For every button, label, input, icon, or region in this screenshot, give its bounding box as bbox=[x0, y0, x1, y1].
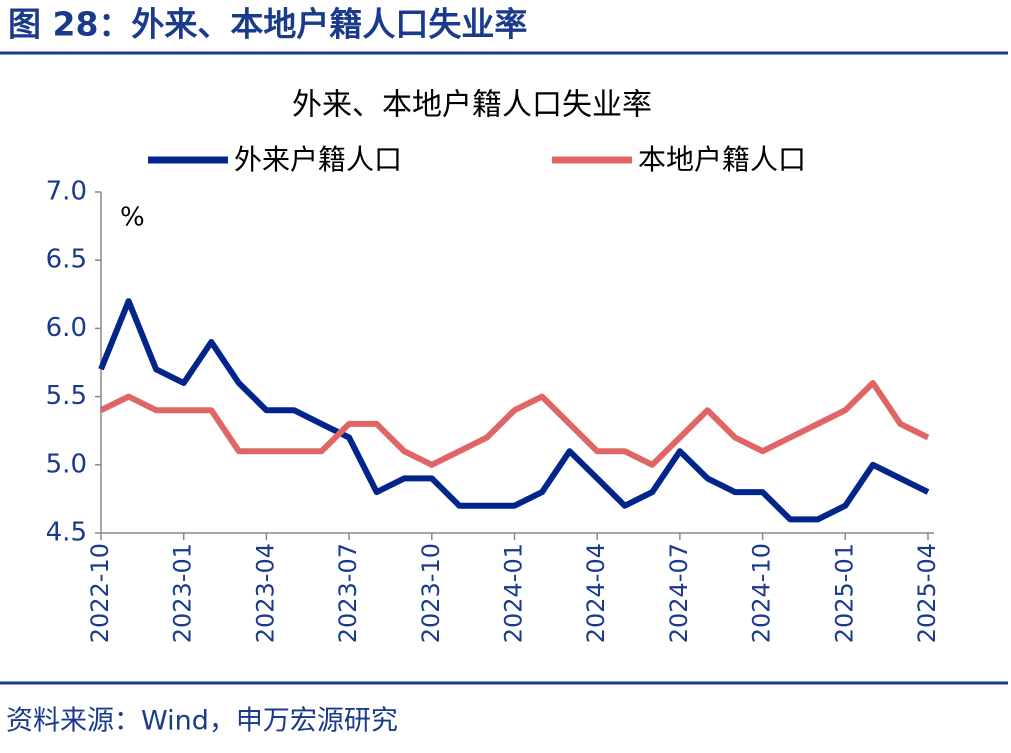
unit-annotation: % bbox=[120, 203, 145, 233]
y-tick-label: 6.0 bbox=[46, 313, 87, 343]
y-tick-label: 5.5 bbox=[46, 381, 87, 411]
chart-title: 外来、本地户籍人口失业率 bbox=[292, 88, 652, 123]
series-line bbox=[98, 298, 930, 523]
x-tick-label: 2023-04 bbox=[251, 543, 279, 643]
x-tick-label: 2025-01 bbox=[830, 543, 858, 643]
source: 资料来源：Wind，申万宏源研究 bbox=[6, 706, 398, 737]
series-line bbox=[99, 380, 930, 468]
x-tick-label: 2024-04 bbox=[582, 543, 610, 643]
x-tick-label: 2022-10 bbox=[86, 543, 114, 643]
x-tick-label: 2024-10 bbox=[748, 543, 776, 643]
legend-label: 外来户籍人口 bbox=[234, 143, 402, 176]
legend-label: 本地户籍人口 bbox=[638, 143, 806, 176]
x-tick-label: 2023-01 bbox=[169, 543, 197, 643]
y-tick-label: 4.5 bbox=[46, 518, 87, 548]
x-tick-label: 2024-01 bbox=[500, 543, 528, 643]
x-tick-label: 2024-07 bbox=[665, 543, 693, 643]
x-tick-label: 2023-10 bbox=[417, 543, 445, 643]
header-title: 图 28：外来、本地户籍人口失业率 bbox=[8, 5, 527, 44]
y-tick-label: 7.0 bbox=[46, 177, 87, 207]
y-tick-label: 5.0 bbox=[46, 449, 87, 479]
x-tick-label: 2023-07 bbox=[334, 543, 362, 643]
x-tick-label: 2025-04 bbox=[913, 543, 941, 643]
y-tick-label: 6.5 bbox=[46, 245, 87, 275]
